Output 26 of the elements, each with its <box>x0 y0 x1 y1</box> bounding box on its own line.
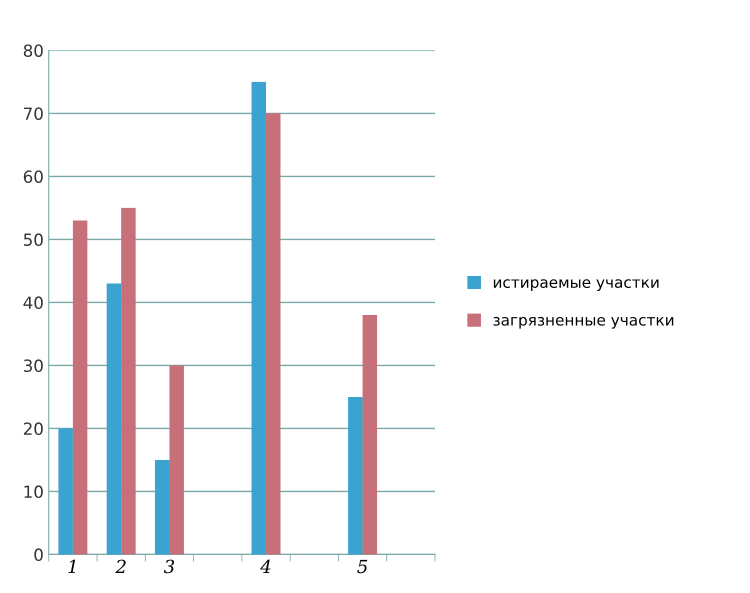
bar <box>106 284 122 554</box>
legend-label: загрязненные участки <box>494 316 674 329</box>
y-tick-label: 30 <box>24 359 43 372</box>
bar <box>154 460 170 554</box>
y-tick-label: 80 <box>24 44 43 57</box>
bar <box>266 113 280 554</box>
y-tick-label: 10 <box>24 485 43 498</box>
bar <box>362 315 378 554</box>
bar <box>72 220 88 554</box>
legend-label: истираемые участки <box>494 279 658 291</box>
y-tick-label: 50 <box>24 233 43 246</box>
x-tick-label: 4 <box>260 560 270 574</box>
bar <box>348 396 363 554</box>
x-tick-label: 3 <box>164 560 174 574</box>
y-tick-label: 70 <box>24 107 43 120</box>
bar <box>58 428 73 554</box>
y-tick-label: 60 <box>24 170 43 183</box>
y-tick-label: 0 <box>34 548 43 562</box>
x-tick-label: 2 <box>115 560 126 574</box>
bar <box>121 208 136 554</box>
y-tick-label: 20 <box>24 422 43 436</box>
bar <box>169 365 184 554</box>
y-tick-label: 40 <box>23 296 43 309</box>
x-tick-label: 1 <box>68 560 76 574</box>
bar <box>252 82 266 554</box>
x-tick-label: 5 <box>357 560 368 574</box>
